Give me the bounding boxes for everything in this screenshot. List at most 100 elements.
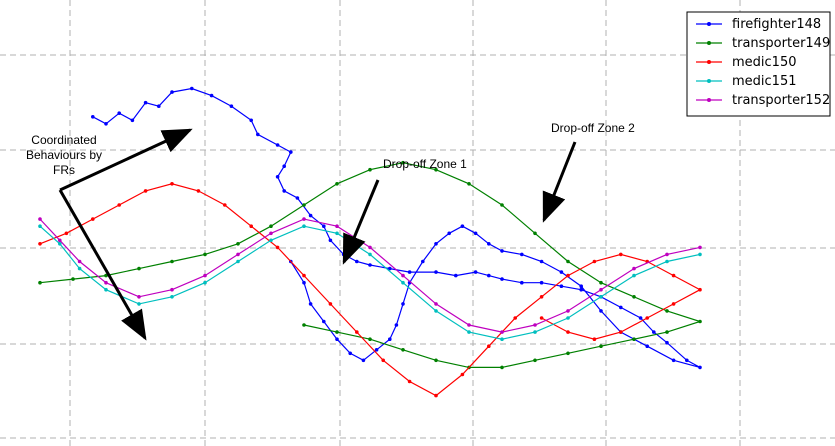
- data-point: [401, 348, 405, 352]
- data-point: [236, 252, 240, 257]
- data-point: [447, 231, 452, 236]
- data-point: [434, 167, 438, 172]
- data-point: [566, 309, 570, 313]
- annotation-dropoff-zone-2: Drop-off Zone 2: [551, 121, 635, 135]
- data-point: [388, 266, 392, 271]
- data-point: [38, 217, 42, 221]
- data-point: [500, 249, 504, 253]
- data-point: [533, 330, 537, 334]
- data-point: [289, 150, 293, 154]
- data-point: [302, 217, 306, 221]
- data-point: [619, 252, 623, 257]
- data-point: [302, 323, 306, 327]
- data-point: [130, 118, 135, 123]
- legend-marker: [707, 60, 711, 64]
- data-point: [632, 266, 636, 271]
- data-point: [361, 358, 366, 363]
- legend-marker: [707, 79, 711, 83]
- data-point: [368, 263, 372, 267]
- data-point: [592, 259, 597, 264]
- data-point: [269, 224, 273, 228]
- data-point: [579, 287, 583, 292]
- data-point: [282, 164, 287, 168]
- data-point: [579, 284, 583, 289]
- annotation-text-line: Drop-off Zone 2: [551, 121, 635, 135]
- data-point: [91, 217, 95, 221]
- series-transporter149: [38, 160, 702, 370]
- data-point: [38, 242, 42, 246]
- data-point: [599, 280, 603, 285]
- data-point: [698, 252, 702, 257]
- data-point: [559, 284, 564, 289]
- data-point: [223, 203, 227, 207]
- data-point: [685, 358, 689, 363]
- data-point: [104, 122, 108, 126]
- data-point: [302, 280, 306, 285]
- data-point: [401, 160, 405, 165]
- data-point: [665, 252, 669, 257]
- data-point: [143, 100, 148, 105]
- series-line: [39, 183, 702, 397]
- data-point: [401, 273, 405, 278]
- data-point: [137, 295, 141, 299]
- legend-marker: [707, 41, 711, 45]
- data-point: [665, 259, 669, 264]
- data-point: [434, 242, 438, 246]
- data-point: [341, 252, 346, 257]
- data-point: [539, 316, 544, 320]
- data-point: [335, 224, 339, 228]
- data-point: [467, 330, 471, 334]
- data-point: [91, 115, 95, 119]
- data-point: [302, 203, 306, 207]
- data-point: [209, 93, 214, 98]
- data-point: [500, 330, 504, 334]
- data-point: [638, 316, 643, 320]
- data-point: [434, 302, 438, 306]
- legend-item: medic150: [696, 55, 797, 70]
- data-point: [671, 358, 676, 363]
- data-point: [137, 302, 141, 306]
- data-point: [170, 295, 174, 299]
- data-point: [599, 287, 603, 292]
- data-point: [434, 358, 438, 363]
- legend-item: transporter149: [696, 36, 830, 51]
- legend-item: transporter152: [696, 93, 830, 108]
- data-point: [388, 337, 392, 342]
- data-point: [533, 231, 537, 236]
- data-point: [566, 330, 570, 334]
- data-point: [619, 305, 623, 310]
- data-point: [454, 273, 458, 278]
- data-point: [275, 245, 280, 250]
- data-point: [335, 182, 339, 186]
- data-point: [117, 111, 121, 115]
- data-point: [58, 238, 62, 243]
- data-point: [381, 358, 386, 363]
- data-point: [328, 302, 333, 306]
- data-point: [645, 316, 649, 320]
- data-point: [302, 224, 306, 228]
- legend-box: [686, 11, 831, 117]
- data-point: [355, 330, 359, 334]
- data-point: [520, 252, 524, 257]
- data-point: [500, 337, 504, 342]
- data-point: [104, 287, 108, 292]
- data-point: [698, 245, 702, 250]
- legend-marker: [707, 22, 711, 26]
- data-point: [38, 224, 42, 228]
- data-point: [500, 365, 504, 370]
- data-point: [665, 340, 669, 345]
- data-point: [460, 224, 465, 228]
- data-point: [599, 295, 603, 299]
- legend-label: medic150: [732, 55, 797, 70]
- data-point: [328, 238, 333, 243]
- data-point: [500, 203, 504, 207]
- data-point: [434, 309, 438, 313]
- data-point: [500, 277, 504, 281]
- data-point: [434, 270, 438, 274]
- legend-label: transporter152: [732, 93, 830, 108]
- data-point: [229, 104, 234, 108]
- data-point: [77, 259, 82, 264]
- data-point: [533, 358, 537, 363]
- annotation-arrow-frs-upper: [59, 128, 193, 192]
